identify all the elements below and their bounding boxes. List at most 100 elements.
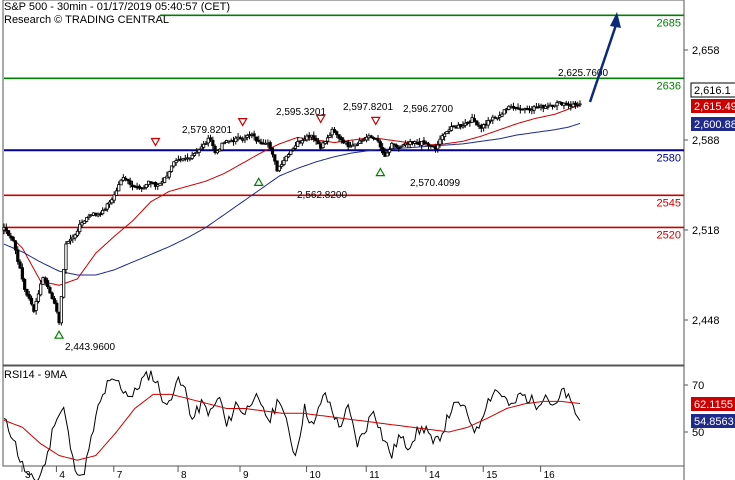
candle-body (289, 150, 293, 155)
candle-body (27, 294, 31, 299)
price-badge-text: 2,616.1 (694, 85, 731, 97)
moving-averages-layer (3, 104, 581, 286)
candle-body (197, 149, 201, 153)
candle-body (355, 143, 360, 146)
level-label-2685: 2685 (657, 17, 681, 29)
candle-body (286, 154, 291, 158)
candle-body (381, 147, 385, 154)
x-tick-label: 16 (544, 470, 556, 480)
price-badge-text: 2,600.88 (694, 119, 735, 131)
rsi-ma-line (3, 393, 581, 461)
candle-body (277, 165, 281, 172)
candle-body (163, 177, 167, 183)
candle-body (101, 209, 105, 215)
annotation-label-high: 2,596.2700 (403, 104, 453, 115)
candle-body (576, 104, 580, 107)
candle-body (257, 139, 261, 142)
candle-body (254, 136, 259, 142)
candle-body (211, 139, 215, 147)
price-badge-box (691, 117, 735, 131)
y-tick-label: 2,448 (692, 315, 720, 327)
price-badge-box (691, 99, 735, 113)
rsi-badge-text: 54.8563 (694, 416, 734, 428)
high-marker-triangle (237, 117, 248, 127)
candle-body (339, 137, 343, 141)
ma-slow-line (3, 122, 581, 276)
candle-body (463, 122, 467, 126)
candle-body (346, 141, 350, 148)
candle-body (397, 147, 401, 149)
candle-body (385, 152, 389, 157)
candle-body (192, 153, 197, 156)
x-tick-label: 4 (59, 470, 65, 480)
price-badge-slow: 2,600.88 (691, 117, 735, 131)
candle-body (114, 190, 119, 196)
candle-body (6, 230, 11, 236)
candle-body (119, 179, 123, 186)
x-tick-label: 10 (310, 470, 322, 480)
candle-body (52, 298, 57, 304)
high-marker-triangle (315, 114, 326, 124)
candle-body (46, 280, 50, 288)
y-tick-label: 2,658 (692, 45, 720, 57)
candle-body (137, 185, 141, 189)
candle-body (149, 181, 153, 184)
candle-body (348, 145, 353, 148)
candle-body (222, 142, 226, 145)
candle-body (128, 180, 132, 185)
candle-body (4, 227, 8, 231)
annotation-label-high: 2,595.3201 (276, 107, 326, 118)
candle-body (199, 146, 203, 150)
candle-body (68, 238, 73, 242)
level-label-2580: 2580 (657, 152, 681, 164)
candle-body (495, 117, 499, 120)
candle-body (426, 143, 431, 146)
high-marker-triangle (150, 137, 161, 147)
candle-body (75, 230, 80, 236)
x-tick-label: 3 (25, 470, 31, 480)
x-tick-label: 14 (429, 470, 441, 480)
candle-body (158, 182, 162, 186)
annotations-layer: 2,443.9600 2,579.8201 2,595.3201 2,562.8200… (54, 12, 621, 353)
candle-body (280, 164, 284, 167)
price-badge-box (690, 82, 735, 98)
candle-body (573, 102, 578, 106)
candle-body (96, 213, 100, 217)
low-marker-triangle (253, 177, 264, 186)
candle-body (321, 142, 325, 149)
candle-body (82, 220, 86, 224)
candle-body (206, 137, 210, 144)
candle-body (314, 137, 318, 142)
candle-body (445, 131, 449, 135)
candle-body (124, 177, 128, 180)
candle-body (245, 134, 249, 138)
low-marker-triangle (375, 167, 386, 177)
rsi-panel: RSI14 - 9MA 70 50 62.1155 54.8563 (3, 369, 735, 480)
candle-body (337, 134, 341, 139)
candle-body (11, 236, 15, 241)
candle-body (172, 161, 176, 167)
rsi-badge-box (691, 397, 735, 411)
candle-body (43, 277, 47, 282)
candle-body (208, 137, 213, 140)
candle-body (440, 135, 444, 141)
candle-body (105, 203, 109, 210)
candle-body (268, 142, 272, 149)
level-label-2520: 2520 (657, 229, 681, 241)
candle-body (204, 143, 208, 145)
x-tick-label: 8 (181, 470, 187, 480)
candle-body (55, 302, 59, 312)
candle-body (436, 144, 440, 150)
candle-body (291, 148, 295, 151)
price-badge-fast: 2,615.49 (691, 99, 735, 113)
candle-body (144, 183, 148, 188)
candle-body (87, 215, 91, 219)
candle-body (374, 138, 378, 140)
candle-body (424, 142, 428, 145)
candle-body (48, 287, 52, 294)
candle-body (167, 171, 171, 178)
candle-body (358, 140, 362, 144)
candle-body (252, 133, 256, 137)
candle-body (126, 178, 130, 182)
